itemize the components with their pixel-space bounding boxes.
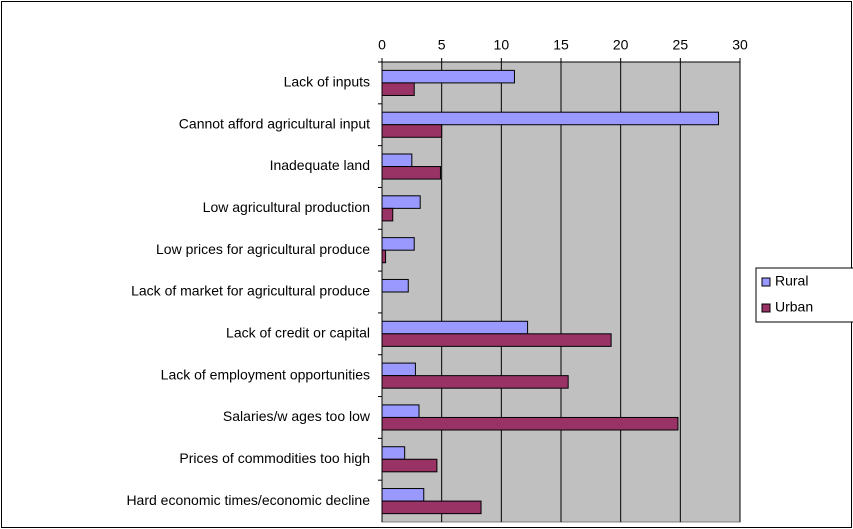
- x-tick-label: 25: [673, 37, 689, 53]
- bar: [381, 333, 612, 347]
- bar: [381, 500, 482, 515]
- x-tick-label: 15: [553, 37, 569, 53]
- legend-swatch: [761, 277, 771, 287]
- y-tick-label: Lack of employment opportunities: [161, 366, 370, 382]
- bar: [381, 416, 679, 431]
- y-tick-label: Lack of market for agricultural produce: [131, 283, 370, 299]
- bar: [381, 111, 720, 126]
- bar: [381, 69, 515, 84]
- bar: [381, 362, 416, 377]
- y-tick-label: Lack of credit or capital: [226, 325, 370, 341]
- x-tick-label: 20: [613, 37, 629, 53]
- x-tick-label: 0: [378, 37, 386, 53]
- legend-swatch: [761, 303, 771, 313]
- bar: [381, 124, 443, 138]
- bar: [381, 320, 529, 335]
- bar: [381, 153, 413, 168]
- bar: [381, 195, 421, 209]
- y-tick-label: Low agricultural production: [203, 199, 370, 215]
- y-tick-label: Low prices for agricultural produce: [156, 241, 370, 257]
- bar: [381, 207, 394, 222]
- bar: [381, 82, 415, 96]
- bar: [381, 249, 387, 264]
- x-tick-label: 5: [438, 37, 446, 53]
- bar: [381, 404, 420, 418]
- bar: [381, 166, 441, 180]
- legend-label: Rural: [775, 273, 808, 289]
- bar: [381, 458, 438, 473]
- bar: [381, 375, 569, 389]
- y-tick-label: Cannot afford agricultural input: [179, 115, 370, 131]
- legend-box: [755, 267, 853, 323]
- legend-label: Urban: [775, 299, 813, 315]
- y-tick-label: Hard economic times/economic decline: [126, 492, 370, 508]
- x-tick-label: 30: [732, 37, 748, 53]
- bar: [381, 488, 425, 502]
- y-tick-label: Lack of inputs: [284, 74, 370, 90]
- y-tick-label: Prices of commodities too high: [179, 450, 370, 466]
- bar: [381, 237, 415, 251]
- bar: [381, 446, 406, 460]
- y-tick-label: Salaries/w ages too low: [223, 408, 371, 424]
- y-tick-label: Inadequate land: [270, 157, 370, 173]
- x-tick-label: 10: [494, 37, 510, 53]
- bar: [381, 278, 409, 293]
